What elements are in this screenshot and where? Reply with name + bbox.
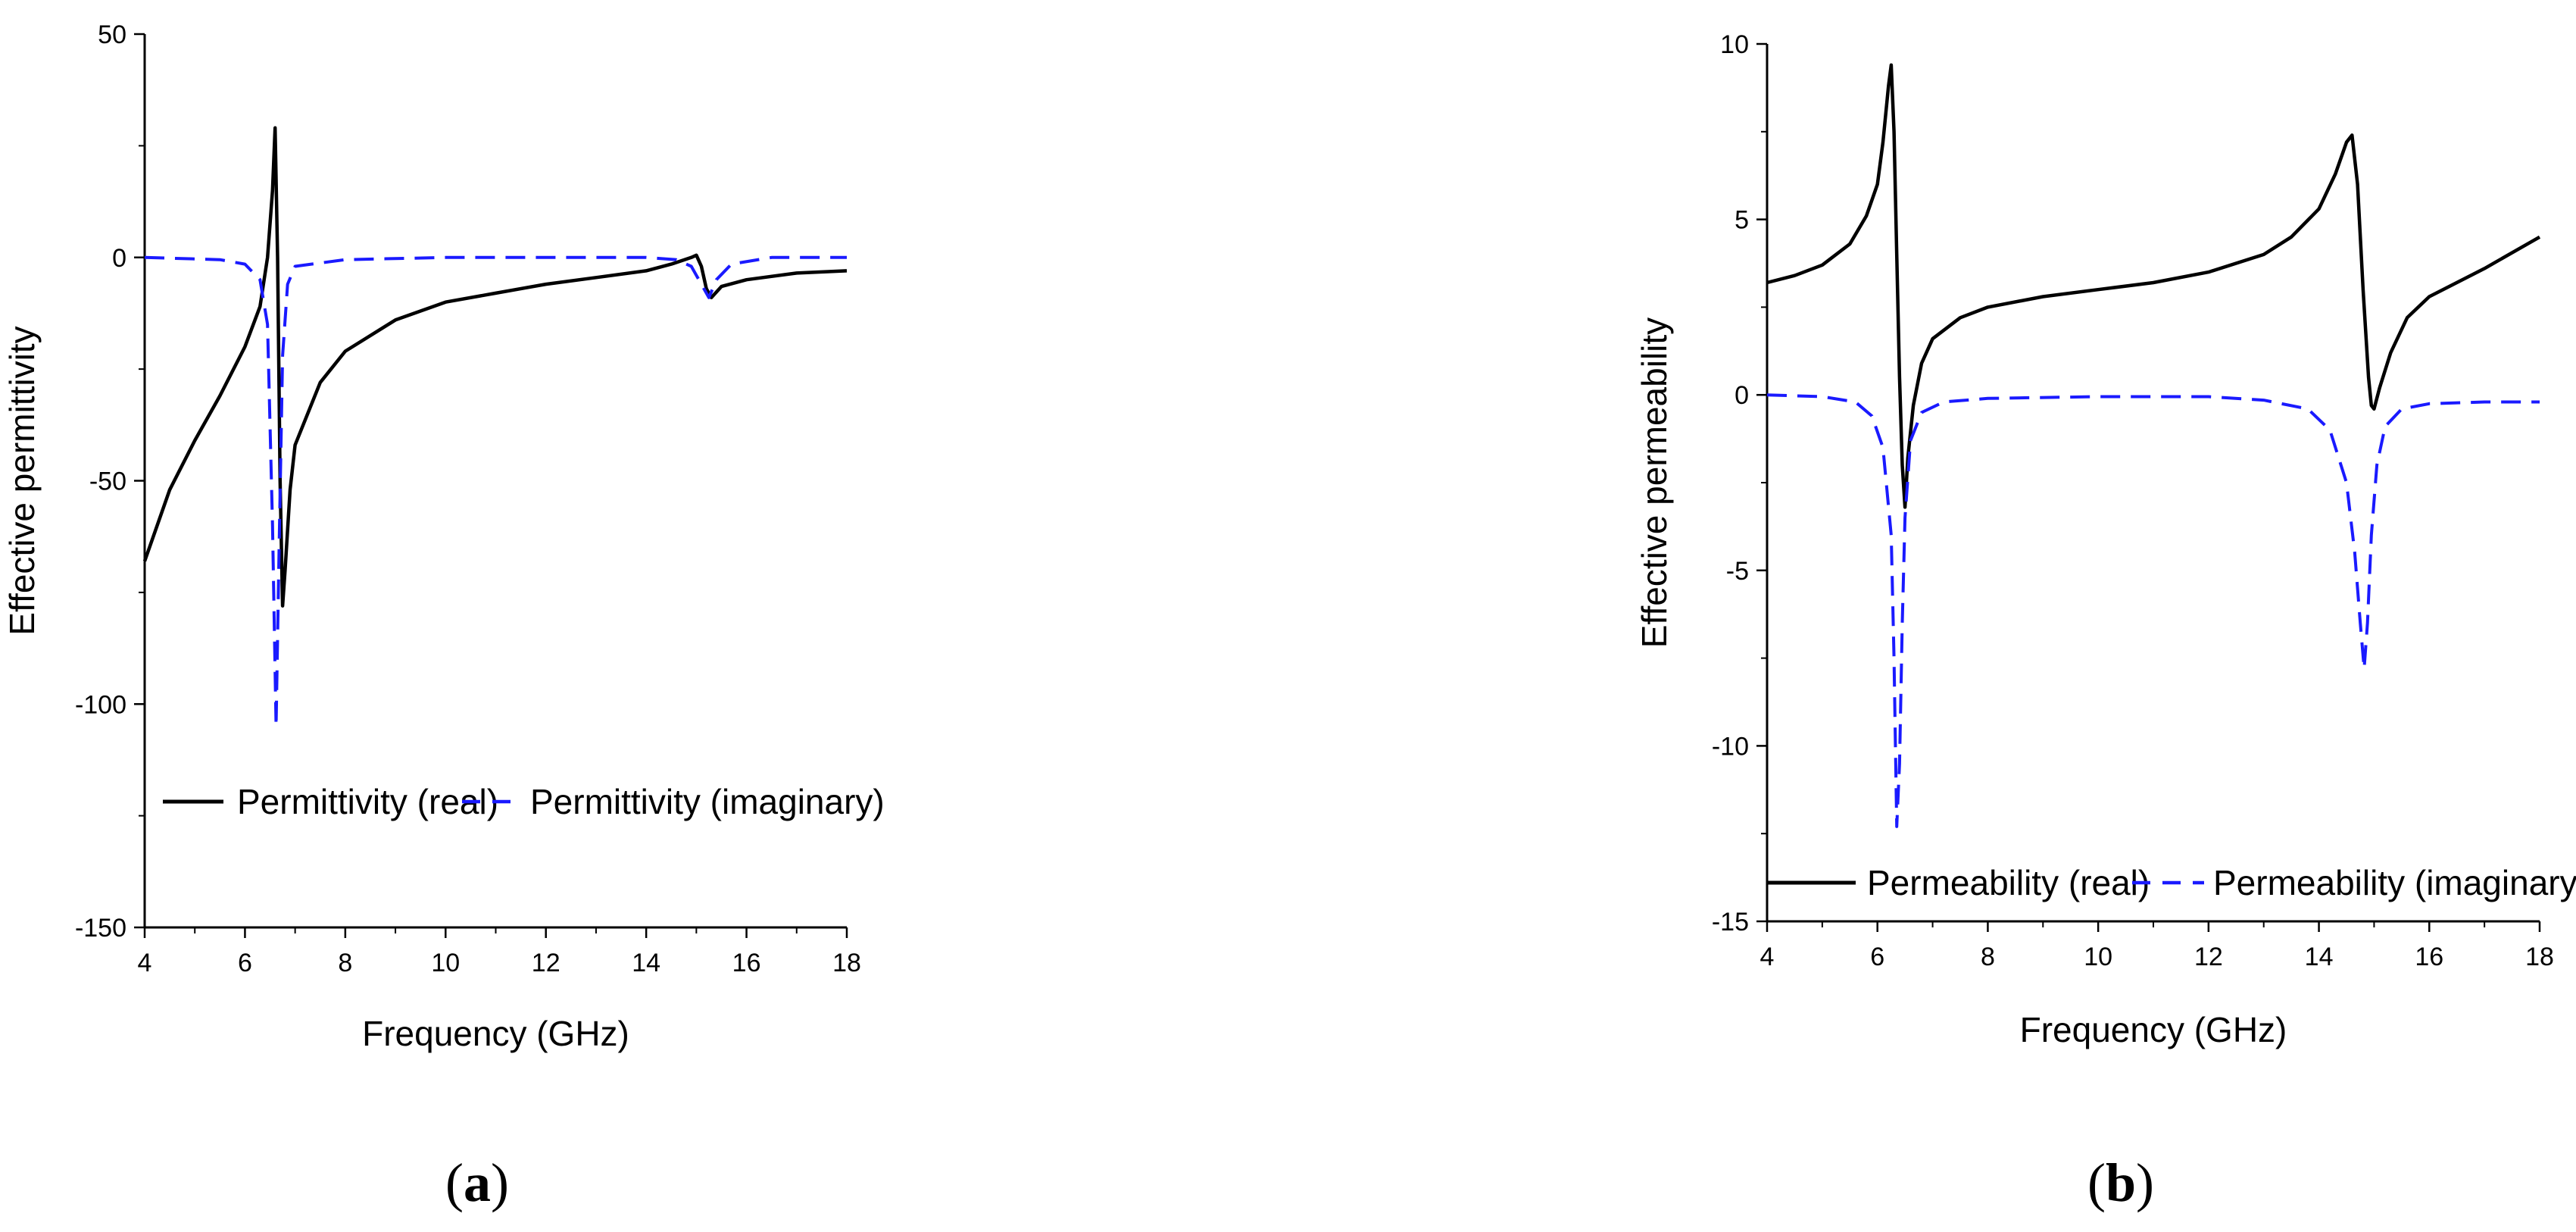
y-tick-label: 0 xyxy=(112,244,126,273)
y-axis-title: Effective permeability xyxy=(1635,317,1674,648)
x-tick-label: 12 xyxy=(532,949,560,977)
x-tick-label: 4 xyxy=(138,949,152,977)
x-tick-label: 10 xyxy=(2084,943,2112,971)
x-tick-label: 16 xyxy=(2415,943,2443,971)
y-tick-label: 10 xyxy=(1720,30,1749,59)
x-tick-label: 12 xyxy=(2194,943,2223,971)
series-line-real xyxy=(1766,63,2541,509)
x-tick-label: 8 xyxy=(1981,943,1995,971)
x-tick-label: 4 xyxy=(1760,943,1775,971)
y-axis-title: Effective permittivity xyxy=(2,326,42,635)
x-tick-label: 18 xyxy=(2525,943,2554,971)
series-line-real xyxy=(142,126,848,608)
x-tick-label: 10 xyxy=(431,949,460,977)
y-tick-label: -15 xyxy=(1712,908,1749,937)
series-line-imaginary xyxy=(1766,393,2540,828)
x-tick-label: 6 xyxy=(238,949,252,977)
chart-panel-a: 4 6 8 10 12 14 16 18 -150 -100 -50 0 50 Frequency (GH… xyxy=(2,20,885,1213)
x-tick-label: 16 xyxy=(732,949,761,977)
panel-label: (a) xyxy=(445,1152,509,1213)
x-axis-title: Frequency (GHz) xyxy=(362,1014,629,1053)
y-tick-label: -5 xyxy=(1726,557,1749,586)
y-tick-label: 0 xyxy=(1735,381,1749,410)
x-tick-label: 18 xyxy=(832,949,861,977)
y-tick-label: -10 xyxy=(1712,732,1749,761)
x-tick-label: 14 xyxy=(632,949,660,977)
series-line-imaginary xyxy=(144,255,847,728)
legend-label-imaginary: Permeability (imaginary) xyxy=(2213,863,2576,902)
legend-label-real: Permittivity (real) xyxy=(237,782,498,821)
x-axis-title: Frequency (GHz) xyxy=(2020,1010,2287,1049)
x-tick-label: 6 xyxy=(1870,943,1884,971)
chart-panel-b: 4 6 8 10 12 14 16 18 -15 -10 -5 0 5 10 Frequency (GHz)… xyxy=(1635,30,2576,1213)
y-tick-label: 5 xyxy=(1735,206,1749,235)
y-tick-label: -150 xyxy=(75,914,126,943)
panel-label: (b) xyxy=(2087,1152,2154,1213)
y-tick-label: 50 xyxy=(98,20,126,49)
y-tick-label: -50 xyxy=(89,467,126,496)
legend-label-real: Permeability (real) xyxy=(1867,863,2150,902)
x-tick-label: 8 xyxy=(338,949,352,977)
legend-label-imaginary: Permittivity (imaginary) xyxy=(530,782,885,821)
x-tick-label: 14 xyxy=(2305,943,2334,971)
y-tick-label: -100 xyxy=(75,690,126,719)
